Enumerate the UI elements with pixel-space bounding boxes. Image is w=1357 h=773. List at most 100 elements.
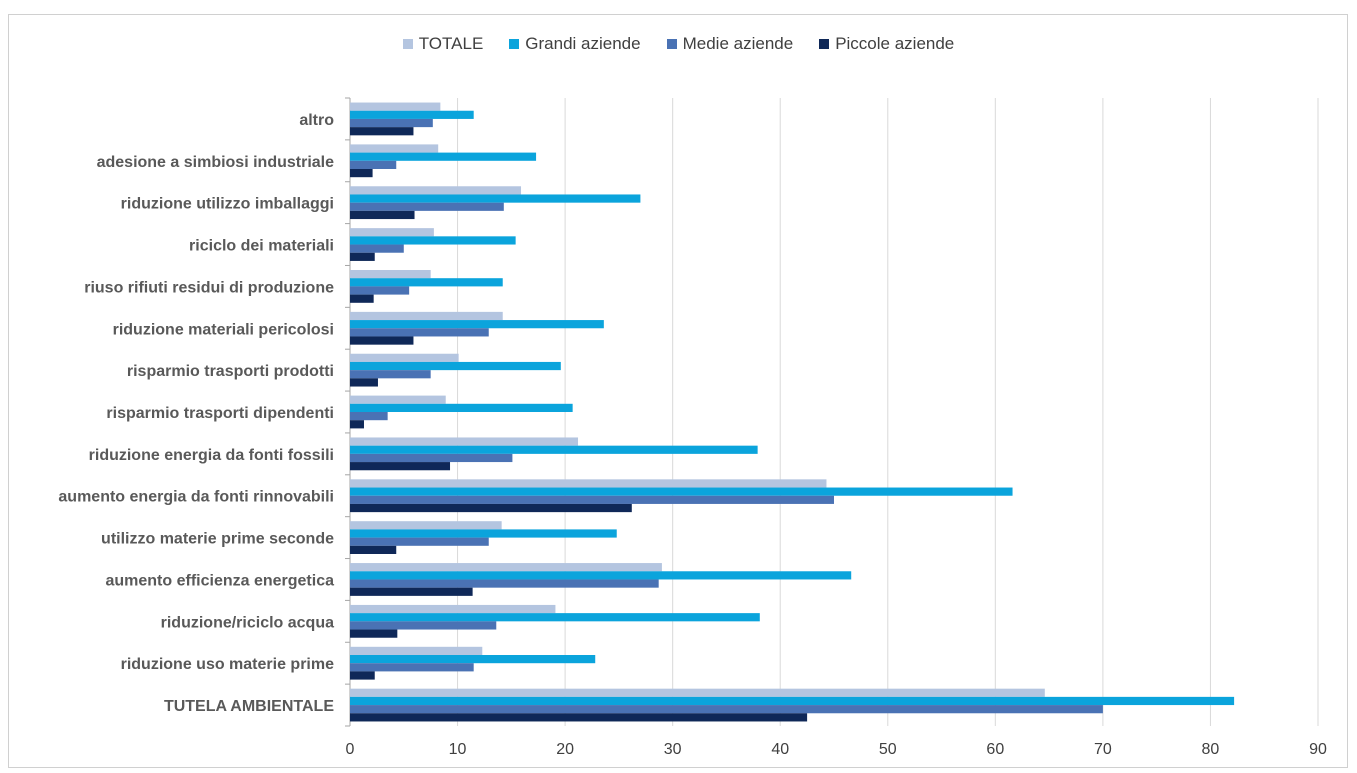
legend-item-totale: TOTALE — [402, 34, 484, 54]
bar — [350, 521, 502, 530]
legend: TOTALE Grandi aziende Medie aziende Picc… — [0, 34, 1357, 54]
bar — [350, 286, 410, 295]
bar — [350, 294, 374, 303]
bar — [350, 503, 632, 513]
bar — [350, 118, 433, 128]
bar — [350, 320, 604, 329]
chart-frame — [8, 14, 1348, 768]
legend-label-piccole: Piccole aziende — [835, 34, 955, 53]
bar — [350, 495, 834, 504]
bar — [350, 194, 641, 203]
bar — [350, 688, 1045, 697]
x-tick-label: 0 — [346, 741, 355, 758]
bar — [350, 655, 596, 664]
bar — [350, 403, 573, 412]
bar — [350, 328, 489, 337]
bar — [350, 186, 522, 195]
category-label: adesione a simbiosi industriale — [97, 154, 335, 171]
x-tick-label: 80 — [1202, 741, 1220, 758]
bar — [350, 127, 414, 136]
bar — [350, 278, 503, 287]
bar — [350, 529, 617, 538]
legend-label-totale: TOTALE — [418, 34, 484, 53]
legend-swatch-piccole — [819, 39, 830, 49]
bar — [350, 646, 483, 655]
bar — [350, 696, 1235, 706]
bar — [350, 378, 378, 387]
x-tick-label: 30 — [664, 741, 682, 758]
bar — [350, 479, 827, 488]
bar — [350, 713, 808, 722]
bar — [350, 210, 415, 220]
bar — [350, 621, 497, 630]
bar — [350, 563, 662, 572]
bar — [350, 604, 556, 614]
x-tick-label: 20 — [556, 741, 574, 758]
legend-swatch-totale — [402, 39, 413, 49]
bar — [350, 420, 364, 429]
bar — [350, 545, 397, 554]
bar — [350, 453, 513, 463]
bar — [350, 445, 758, 454]
bar — [350, 336, 414, 345]
bar — [350, 353, 459, 362]
bar — [350, 629, 398, 638]
x-tick-label: 60 — [986, 741, 1004, 758]
category-label: risparmio trasporti dipendenti — [106, 405, 334, 422]
bar — [350, 110, 474, 119]
bar — [350, 152, 537, 161]
legend-label-grandi: Grandi aziende — [525, 34, 641, 53]
category-label: riduzione uso materie prime — [121, 656, 334, 673]
x-tick-label: 70 — [1094, 741, 1112, 758]
category-label: riciclo dei materiali — [189, 238, 334, 255]
category-label: riduzione materiali pericolosi — [113, 321, 334, 338]
bar — [350, 236, 516, 245]
bar — [350, 202, 504, 211]
bar — [350, 244, 404, 253]
bar — [350, 311, 503, 321]
bar — [350, 395, 446, 404]
category-label: risparmio trasporti prodotti — [127, 363, 334, 380]
legend-item-medie: Medie aziende — [666, 34, 794, 54]
bar — [350, 571, 852, 580]
legend-swatch-grandi — [509, 39, 520, 49]
bar — [350, 228, 434, 237]
bar — [350, 370, 431, 379]
category-label: aumento energia da fonti rinnovabili — [58, 489, 334, 506]
category-label: riduzione utilizzo imballaggi — [121, 196, 334, 213]
bar — [350, 587, 473, 596]
bar — [350, 462, 451, 471]
bar — [350, 412, 388, 421]
legend-label-medie: Medie aziende — [682, 34, 794, 53]
category-label: riuso rifiuti residui di produzione — [84, 279, 334, 296]
bar — [350, 169, 373, 178]
bar — [350, 663, 474, 672]
bar — [350, 361, 561, 371]
bar — [350, 537, 489, 546]
category-label: riduzione/riciclo acqua — [161, 614, 334, 631]
bar — [350, 144, 439, 153]
bar — [350, 487, 1013, 496]
x-tick-label: 50 — [879, 741, 897, 758]
bar — [350, 270, 431, 279]
category-label: utilizzo materie prime seconde — [101, 531, 334, 548]
bar — [350, 102, 441, 111]
legend-swatch-medie — [666, 39, 677, 49]
bar — [350, 705, 1103, 714]
x-tick-label: 90 — [1309, 741, 1327, 758]
bar — [350, 613, 760, 622]
legend-item-grandi: Grandi aziende — [509, 34, 641, 54]
bar — [350, 437, 579, 446]
legend-item-piccole: Piccole aziende — [819, 34, 954, 54]
x-tick-label: 40 — [771, 741, 789, 758]
category-label: TUTELA AMBIENTALE — [164, 698, 334, 715]
x-tick-label: 10 — [449, 741, 467, 758]
category-label: aumento efficienza energetica — [105, 572, 334, 589]
bar — [350, 579, 659, 588]
bar — [350, 252, 375, 261]
category-label: altro — [299, 112, 334, 129]
bar — [350, 671, 375, 680]
category-label: riduzione energia da fonti fossili — [89, 447, 334, 464]
bar — [350, 160, 397, 169]
